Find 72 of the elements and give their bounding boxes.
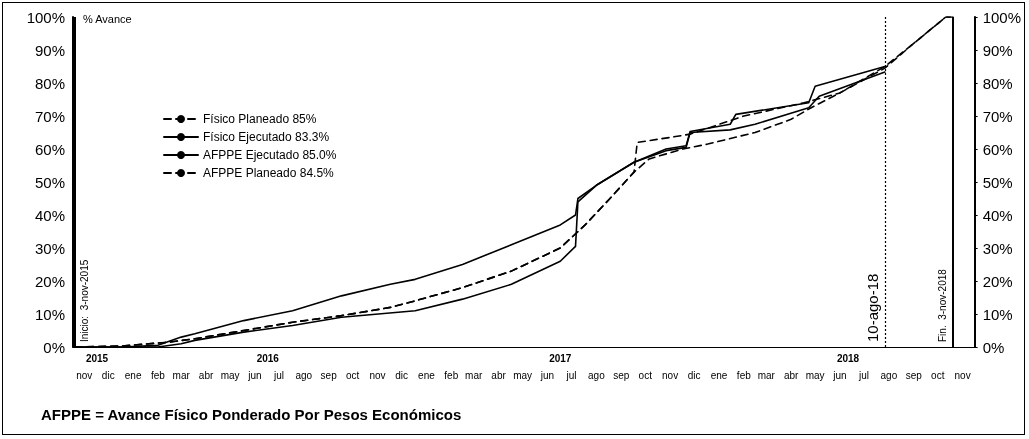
x-tick-label: feb <box>736 369 752 381</box>
x-tick-label: nov <box>369 369 386 381</box>
x-tick-label: sep <box>320 369 338 381</box>
y2-tick-label: 90% <box>982 41 1013 59</box>
ref-line-label: 10-ago-18 <box>863 273 881 342</box>
x-tick-label: feb <box>151 369 166 381</box>
y-tick-label: 100% <box>26 8 65 26</box>
y2-tick-label: 100% <box>982 8 1022 26</box>
x-tick-label: dic <box>101 369 115 381</box>
y2-tick-label: 0% <box>982 338 1005 356</box>
y-tick-label: 60% <box>34 140 65 158</box>
x-tick-label: sep <box>905 369 923 381</box>
x-tick-label: abr <box>783 369 799 381</box>
x-tick-label: oct <box>931 369 945 381</box>
legend-label: AFPPE Planeado 84.5% <box>203 166 335 180</box>
y-tick-label: 90% <box>34 41 65 59</box>
x2-tick-label: 2018 <box>836 352 860 364</box>
x2-tick-label: 2016 <box>256 352 280 364</box>
x-tick-label: ene <box>418 369 436 381</box>
x-tick-label: feb <box>444 369 459 381</box>
x-tick-label: jul <box>858 369 870 381</box>
x-tick-label: ene <box>124 369 142 381</box>
x-tick-label: oct <box>346 369 360 381</box>
x-tick-label: may <box>220 369 240 381</box>
x-tick-label: ago <box>880 369 898 381</box>
y2-tick-label: 20% <box>982 272 1013 290</box>
x-tick-label: jul <box>565 369 577 381</box>
text: AFPPE = Avance Físico Ponderado Por Pesos Económicos <box>41 406 462 423</box>
x-tick-label: mar <box>757 369 776 381</box>
x-tick-label: jun <box>539 369 555 381</box>
y2-tick-label: 70% <box>982 107 1013 125</box>
y-axis-title: % Avance <box>83 12 132 25</box>
y2-tick-label: 30% <box>982 239 1013 257</box>
x-tick-label: mar <box>172 369 191 381</box>
x-tick-label: may <box>805 369 825 381</box>
x-tick-label: oct <box>638 369 653 381</box>
x-tick-label: jul <box>272 369 284 381</box>
x-tick-label: ago <box>588 369 606 381</box>
y2-tick-label: 60% <box>982 140 1013 158</box>
x-tick-label: mar <box>465 369 483 381</box>
x-tick-label: abr <box>198 369 214 381</box>
x-tick-label: nov <box>662 369 679 381</box>
y2-tick-label: 10% <box>982 305 1013 323</box>
y-tick-label: 70% <box>34 107 65 125</box>
y-tick-label: 10% <box>34 305 65 323</box>
x-tick-label: nov <box>76 369 93 381</box>
x-tick-label: ago <box>295 369 313 381</box>
x-tick-label: abr <box>491 369 507 381</box>
legend-label: AFPPE Ejecutado 85.0% <box>203 148 337 162</box>
x-tick-label: sep <box>613 369 630 381</box>
x-tick-label: dic <box>395 369 408 381</box>
y2-tick-label: 50% <box>982 173 1013 191</box>
x-tick-label: ene <box>710 369 728 381</box>
legend-label: Físico Planeado 85% <box>203 112 317 126</box>
y-tick-label: 80% <box>34 74 65 92</box>
x-tick-label: nov <box>954 369 971 381</box>
y2-tick-label: 40% <box>982 206 1013 224</box>
x-tick-label: jun <box>247 369 262 381</box>
ref-line-label: Fin. 3-nov-2018 <box>937 268 949 342</box>
x2-tick-label: 2015 <box>85 352 109 364</box>
y2-tick-label: 80% <box>982 74 1013 92</box>
y-tick-label: 40% <box>34 206 65 224</box>
y-tick-label: 20% <box>34 272 65 290</box>
y-tick-label: 50% <box>34 173 65 191</box>
x2-tick-label: 2017 <box>549 352 572 364</box>
ref-line-label: Inicio: 3-nov-2015 <box>79 259 91 342</box>
x-tick-label: dic <box>687 369 701 381</box>
x-tick-label: jun <box>832 369 847 381</box>
x-tick-label: may <box>513 369 533 381</box>
y-tick-label: 30% <box>34 239 65 257</box>
y-tick-label: 0% <box>43 338 65 356</box>
legend-label: Físico Ejecutado 83.3% <box>203 130 330 144</box>
